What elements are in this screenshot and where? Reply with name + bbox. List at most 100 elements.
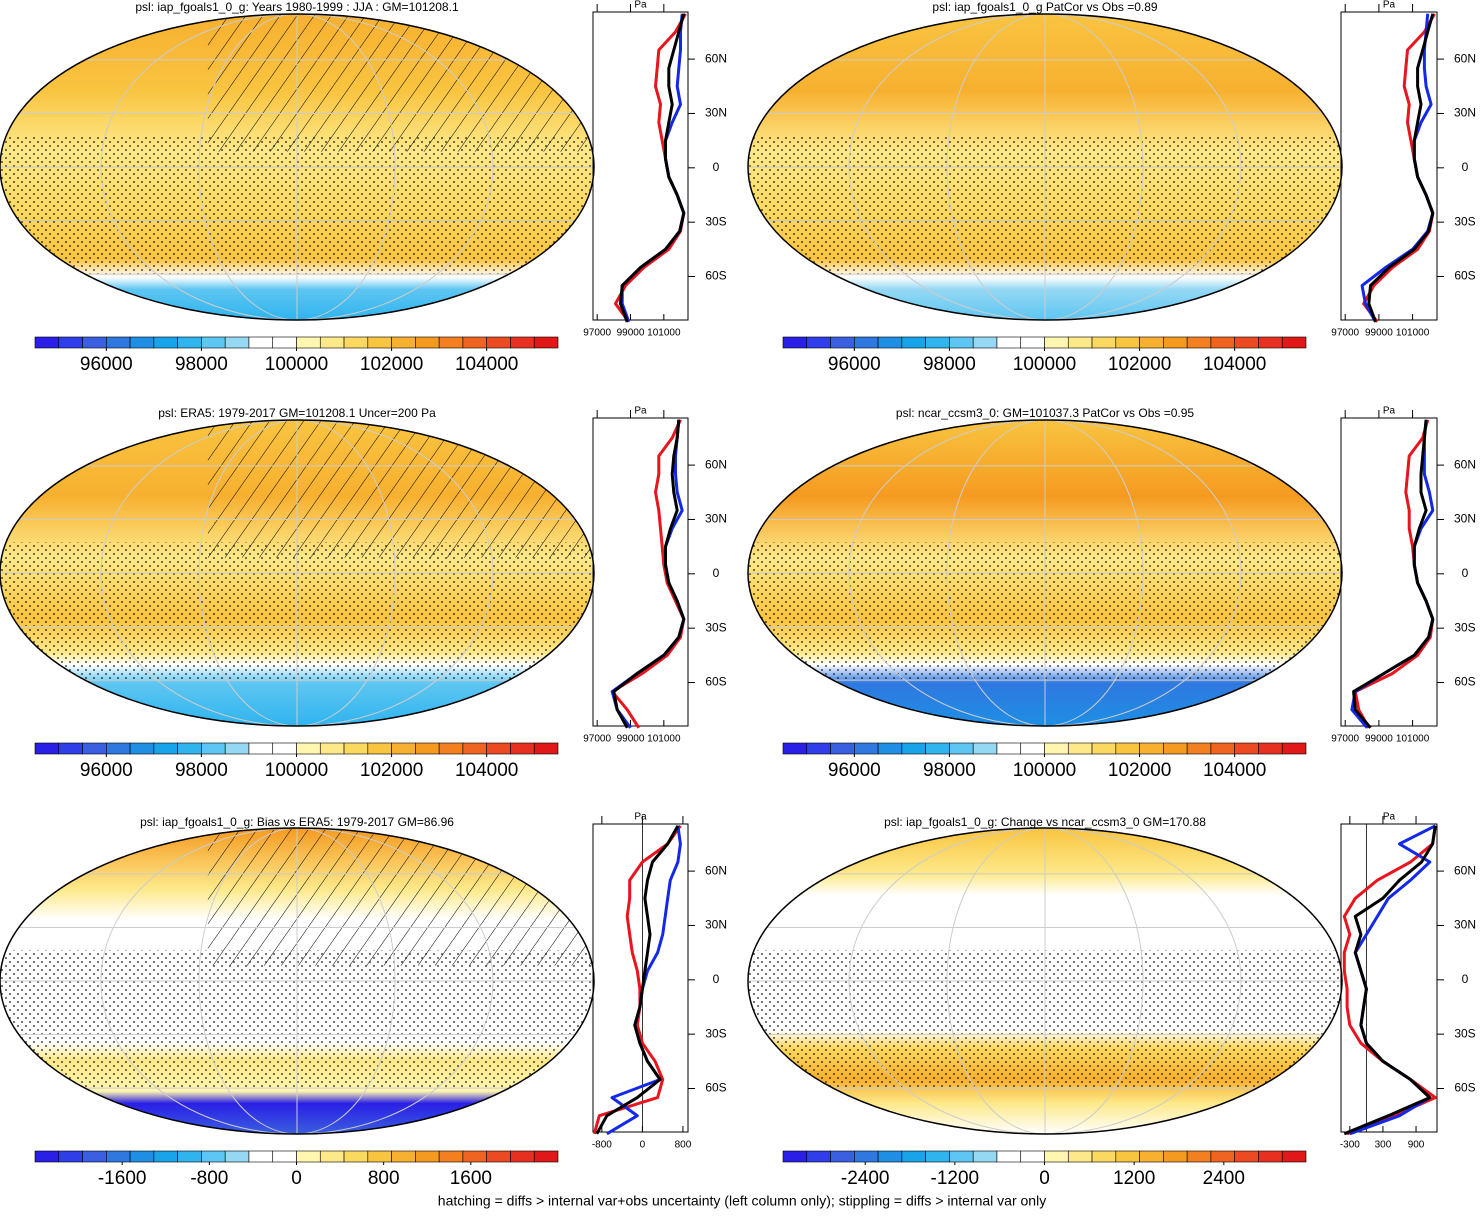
colorbar-box bbox=[901, 1150, 926, 1163]
axis-unit: Pa bbox=[634, 0, 647, 11]
colorbar-box bbox=[1044, 336, 1069, 349]
colorbar-label: 100000 bbox=[1013, 760, 1076, 781]
value-tick-label: 97000 bbox=[583, 328, 611, 339]
lat-tick-label: 30S bbox=[705, 620, 726, 634]
colorbar-box bbox=[854, 1150, 879, 1163]
colorbar-box bbox=[510, 1150, 535, 1163]
colorbar-box bbox=[854, 742, 879, 755]
colorbar-box bbox=[248, 742, 274, 755]
colorbar-box bbox=[996, 1150, 1022, 1163]
profile-frame bbox=[592, 823, 689, 1133]
value-tick-label: 101000 bbox=[1396, 328, 1430, 339]
profile-frame bbox=[1340, 417, 1438, 727]
map bbox=[748, 828, 1342, 1134]
colorbar-label: -800 bbox=[190, 1168, 228, 1189]
colorbar-label: 102000 bbox=[360, 354, 423, 375]
colorbar-box bbox=[1281, 336, 1307, 349]
lat-tick-label: 60S bbox=[705, 269, 726, 283]
value-tick-label: 900 bbox=[1408, 1140, 1425, 1151]
colorbar-box bbox=[1020, 1150, 1045, 1163]
colorbar-box bbox=[1163, 336, 1188, 349]
profile-line bbox=[612, 419, 686, 729]
colorbar-label: 96000 bbox=[828, 760, 881, 781]
hatching bbox=[207, 420, 594, 558]
colorbar-label: 96000 bbox=[828, 354, 881, 375]
colorbar-box bbox=[248, 336, 274, 349]
map-border bbox=[747, 419, 1343, 727]
colorbar-box bbox=[949, 742, 974, 755]
colorbar-box bbox=[1210, 742, 1235, 755]
colorbar-box bbox=[343, 336, 369, 349]
colorbar-box bbox=[1067, 742, 1093, 755]
colorbar-box bbox=[1091, 1150, 1117, 1163]
colorbar-label: -1600 bbox=[98, 1168, 147, 1189]
lat-tick-label: 0 bbox=[1462, 160, 1469, 174]
colorbar-box bbox=[296, 742, 321, 755]
colorbar-box bbox=[34, 336, 60, 349]
graticule bbox=[946, 14, 1144, 320]
colorbar-box bbox=[1139, 742, 1164, 755]
map bbox=[0, 828, 594, 1134]
colorbar-label: 800 bbox=[368, 1168, 400, 1189]
colorbar-box bbox=[106, 336, 131, 349]
colorbar-box bbox=[949, 1150, 974, 1163]
colorbar-box bbox=[272, 742, 297, 755]
lat-tick-label: 30S bbox=[705, 214, 726, 228]
colorbar-box bbox=[415, 336, 440, 349]
colorbar-box bbox=[1234, 742, 1259, 755]
value-tick-label: 99000 bbox=[617, 328, 645, 339]
value-tick-label: 0 bbox=[640, 1140, 646, 1151]
colorbar-box bbox=[177, 336, 202, 349]
colorbar-box bbox=[224, 336, 250, 349]
colorbar-box bbox=[782, 336, 808, 349]
profile-line bbox=[592, 824, 682, 1135]
colorbar-label: 98000 bbox=[923, 354, 976, 375]
graticule bbox=[100, 14, 494, 320]
colorbar-box bbox=[830, 336, 855, 349]
colorbar-box bbox=[486, 336, 511, 349]
colorbar-box bbox=[925, 1150, 950, 1163]
lat-tick-label: 60S bbox=[705, 675, 726, 689]
colorbar-box bbox=[415, 742, 440, 755]
colorbar-label: 98000 bbox=[175, 760, 228, 781]
colorbar-box bbox=[296, 1150, 321, 1163]
colorbar-label: 100000 bbox=[1013, 354, 1076, 375]
colorbar-box bbox=[248, 1150, 274, 1163]
graticule bbox=[198, 828, 396, 1134]
colorbar-box bbox=[1186, 742, 1212, 755]
colorbar-box bbox=[1020, 742, 1045, 755]
colorbar-box bbox=[367, 336, 392, 349]
profile-line bbox=[619, 13, 686, 323]
map-border bbox=[0, 419, 595, 727]
colorbar-box bbox=[1091, 742, 1117, 755]
colorbar-box bbox=[1186, 1150, 1212, 1163]
lat-tick-label: 60N bbox=[705, 51, 727, 65]
colorbar-box bbox=[877, 742, 903, 755]
colorbar-box bbox=[319, 336, 345, 349]
colorbar-box bbox=[201, 742, 226, 755]
value-tick-label: 101000 bbox=[1396, 734, 1430, 745]
colorbar-box bbox=[391, 1150, 416, 1163]
colorbar-box bbox=[1281, 742, 1307, 755]
lat-tick-label: 30N bbox=[705, 918, 727, 932]
colorbar-box bbox=[34, 742, 60, 755]
value-tick-label: 101000 bbox=[647, 734, 681, 745]
value-tick-label: 99000 bbox=[1365, 328, 1393, 339]
colorbar-box bbox=[925, 336, 950, 349]
colorbar-box bbox=[830, 742, 855, 755]
colorbar-box bbox=[1091, 336, 1117, 349]
colorbar-box bbox=[1115, 1150, 1140, 1163]
colorbar-box bbox=[343, 742, 369, 755]
colorbar-box bbox=[1258, 742, 1283, 755]
colorbar-box bbox=[877, 1150, 903, 1163]
profile-frame bbox=[1340, 823, 1438, 1133]
colorbar-box bbox=[272, 336, 297, 349]
colorbar-box bbox=[201, 1150, 226, 1163]
lat-tick-label: 30N bbox=[1454, 106, 1476, 120]
lat-tick-label: 0 bbox=[713, 160, 720, 174]
colorbar-box bbox=[296, 336, 321, 349]
profile-line bbox=[614, 13, 687, 323]
profile-line bbox=[1367, 13, 1435, 323]
graticule bbox=[848, 420, 1242, 726]
colorbar-box bbox=[1234, 336, 1259, 349]
